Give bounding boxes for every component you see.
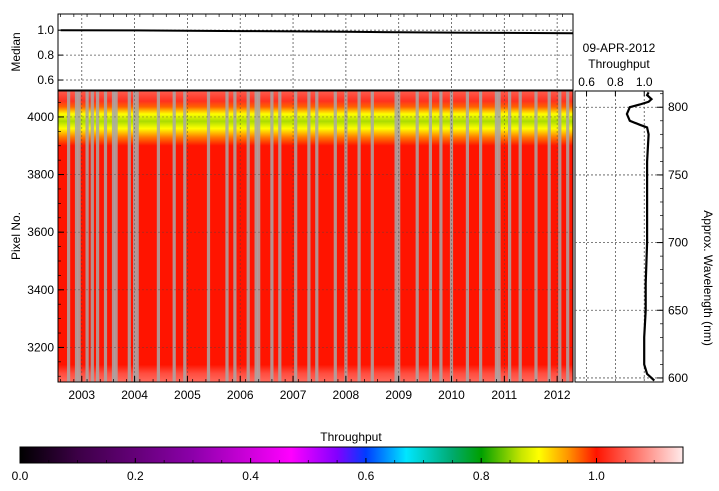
heatmap-ticks: 3200 3400 3600 3800 4000 2003 2004 2005 2006 2007…	[27, 102, 571, 402]
heatmap-xtick-label: 2004	[121, 388, 148, 402]
colorbar-ticks: 0.0 0.2 0.4 0.6 0.8 1.0	[12, 458, 655, 483]
heatmap-gap-stripe	[307, 91, 311, 382]
median-ytick-label: 0.6	[37, 73, 54, 87]
heatmap-gap-stripe	[479, 91, 483, 382]
colorbar: Throughput 0.0 0.2 0.4 0.6 0.8 1.0	[12, 430, 684, 483]
heatmap-gap-stripe	[183, 91, 187, 382]
heatmap-gap-stripe	[497, 91, 501, 382]
heatmap-gap-stripe	[278, 91, 282, 382]
profile-ylabel: Approx. Wavelength (nm)	[701, 210, 715, 346]
heatmap-gap-stripe	[111, 91, 116, 382]
profile-line	[625, 91, 656, 382]
profile-frame	[574, 90, 664, 383]
heatmap-gap-stripe	[357, 91, 361, 382]
heatmap-gap-stripe	[233, 91, 237, 382]
heatmap-xtick-label: 2011	[491, 388, 517, 402]
heatmap-gap-stripe	[494, 91, 498, 382]
heatmap-gap-stripe	[428, 91, 432, 382]
profile-title: 09-APR-2012	[583, 41, 656, 55]
colorbar-tick-label: 0.0	[12, 469, 29, 483]
median-ylabel: Median	[9, 32, 23, 71]
profile-ytick-label: 800	[668, 100, 688, 114]
heatmap-gap-stripe	[127, 91, 131, 382]
median-ytick-label: 1.0	[37, 23, 54, 37]
heatmap-gap-stripe	[156, 91, 160, 382]
heatmap-gap-stripe	[225, 91, 229, 382]
heatmap-gap-stripe	[77, 91, 81, 382]
heatmap-gap-stripe	[135, 91, 139, 382]
colorbar-tick-label: 0.8	[473, 469, 490, 483]
colorbar-label: Throughput	[320, 430, 382, 444]
heatmap-gap-stripe	[415, 91, 419, 382]
median-line	[60, 29, 573, 35]
heatmap-gap-stripe	[508, 91, 512, 382]
profile-ticks: 0.6 0.8 1.0 600 650 700 750 800	[578, 75, 688, 385]
heatmap-gap-stripe	[67, 91, 71, 382]
heatmap-xtick-label: 2009	[385, 388, 412, 402]
heatmap-panel: 3200 3400 3600 3800 4000 2003 2004 2005 2006 2007…	[9, 90, 574, 402]
heatmap-gap-stripe	[558, 91, 562, 382]
heatmap-gap-stripe	[90, 91, 94, 382]
heatmap-gap-stripe	[270, 91, 274, 382]
heatmap-xtick-label: 2005	[174, 388, 201, 402]
colorbar-tick-label: 0.4	[242, 469, 259, 483]
heatmap-gap-stripe	[254, 91, 258, 382]
heatmap-ytick-label: 4000	[27, 110, 54, 124]
heatmap-ylabel: Pixel No.	[9, 212, 23, 260]
heatmap-gap-stripe	[394, 91, 398, 382]
heatmap-ytick-label: 3800	[27, 168, 54, 182]
heatmap-gap-stripe	[96, 91, 100, 382]
profile-xtick-label: 0.6	[578, 75, 595, 89]
heatmap-gap-stripe	[246, 91, 250, 382]
heatmap-xtick-label: 2006	[227, 388, 254, 402]
profile-ytick-label: 650	[668, 303, 688, 317]
heatmap-grid	[58, 91, 573, 382]
heatmap-gap-stripe	[547, 91, 551, 382]
heatmap-gap-stripe	[85, 91, 89, 382]
heatmap-xtick-label: 2003	[68, 388, 95, 402]
profile-xtick-label: 1.0	[636, 75, 653, 89]
heatmap-gap-stripe	[294, 91, 298, 382]
profile-ytick-label: 750	[668, 168, 688, 182]
colorbar-tick-label: 0.6	[358, 469, 375, 483]
profile-xtick-label: 0.8	[607, 75, 624, 89]
heatmap-gap-stripe	[74, 91, 79, 382]
heatmap-xtick-label: 2008	[333, 388, 360, 402]
heatmap-gap-stripe	[172, 91, 176, 382]
heatmap-xtick-label: 2010	[438, 388, 465, 402]
median-ytick-label: 0.8	[37, 48, 54, 62]
profile-ytick-label: 600	[668, 371, 688, 385]
colorbar-tick-label: 0.2	[127, 469, 144, 483]
heatmap-gap-stripe	[114, 91, 118, 382]
median-panel: 0.6 0.8 1.0 Median	[9, 13, 574, 91]
profile-ytick-label: 700	[668, 236, 688, 250]
profile-panel: 0.6 0.8 1.0 600 650 700 750 800 09-APR-2012 Thr…	[574, 41, 715, 385]
median-frame	[57, 13, 574, 91]
heatmap-ytick-label: 3200	[27, 340, 54, 354]
heatmap-gap-stripe	[257, 91, 261, 382]
heatmap-ytick-label: 3400	[27, 283, 54, 297]
heatmap-gap-stripe	[534, 91, 538, 382]
heatmap-gap-stripe	[315, 91, 319, 382]
colorbar-tick-label: 1.0	[588, 469, 605, 483]
profile-grid	[575, 91, 663, 382]
heatmap-gap-stripe	[566, 91, 570, 382]
heatmap-gap-stripe	[103, 91, 108, 382]
heatmap-frame	[57, 90, 574, 383]
heatmap-ytick-label: 3600	[27, 225, 54, 239]
heatmap-gap-stripe	[439, 91, 443, 382]
profile-xlabel: Throughput	[588, 57, 650, 71]
median-ticks: 0.6 0.8 1.0	[37, 14, 563, 87]
colorbar-gradient	[19, 446, 684, 464]
heatmap-gap-stripe	[333, 91, 337, 382]
heatmap-gap-stripe	[370, 91, 374, 382]
heatmap-gap-stripe	[518, 91, 522, 382]
heatmap-xtick-label: 2007	[280, 388, 307, 402]
heatmap-gap-stripe	[465, 91, 469, 382]
heatmap-xtick-label: 2012	[544, 388, 571, 402]
heatmap-gap-stripe	[206, 91, 211, 382]
